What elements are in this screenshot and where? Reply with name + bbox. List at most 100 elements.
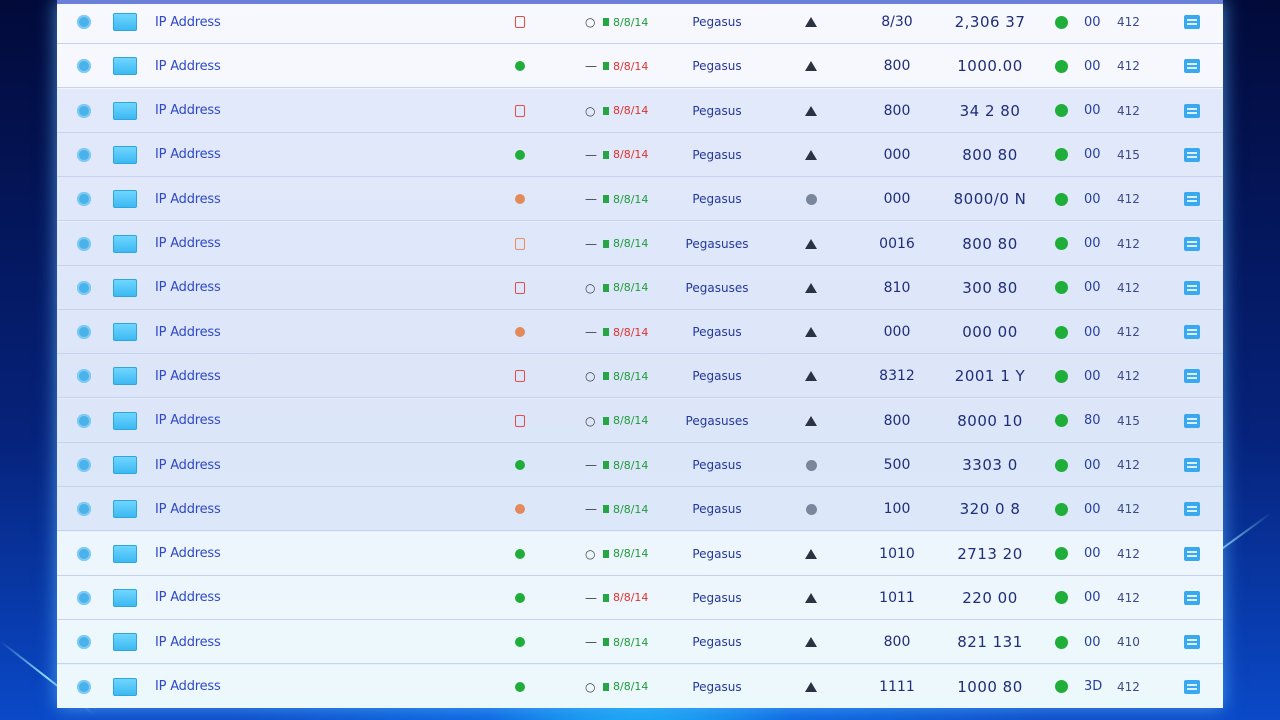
mode-glyph: —: [585, 502, 597, 517]
mode-value: 8/8/14: [613, 192, 649, 206]
row-select-radio[interactable]: [76, 443, 92, 487]
table-row[interactable]: IP Address — 8/8/14 Pegasus 000 800 80 00 415: [57, 132, 1223, 177]
row-name[interactable]: IP Address: [155, 324, 221, 340]
table-row[interactable]: IP Address ○ 8/8/14 Pegasus 8/30 2,306 37 00 41…: [57, 0, 1223, 44]
table-row[interactable]: IP Address ○ 8/8/14 Pegasus 8312 2001 1 Y 00 41…: [57, 354, 1223, 399]
row-name[interactable]: IP Address: [155, 546, 221, 562]
table-row[interactable]: IP Address — 8/8/14 Pegasus 800 1000.00 00 412: [57, 44, 1223, 89]
row-select-radio[interactable]: [76, 44, 92, 88]
table-row[interactable]: IP Address ○ 8/8/14 Pegasus 1111 1000 80 3D 412: [57, 664, 1223, 709]
mode-square-icon: [603, 461, 609, 469]
table-row[interactable]: IP Address — 8/8/14 Pegasus 500 3303 0 00 412: [57, 443, 1223, 487]
row-number-1: 100: [883, 501, 911, 518]
row-menu-button[interactable]: [1183, 222, 1201, 266]
row-name[interactable]: IP Address: [155, 634, 221, 650]
row-type: Pegasus: [692, 502, 742, 517]
mode-value: 8/8/14: [613, 325, 649, 339]
radio-icon: [77, 679, 91, 694]
row-select-radio[interactable]: [76, 399, 92, 443]
row-name[interactable]: IP Address: [155, 191, 221, 207]
table-row[interactable]: IP Address — 8/8/14 Pegasuses 0016 800 80 00 41…: [57, 221, 1223, 266]
row-name[interactable]: IP Address: [155, 501, 221, 517]
table-row[interactable]: IP Address — 8/8/14 Pegasus 000 8000/0 N 00 412: [57, 177, 1223, 222]
row-number-2: 3303 0: [962, 456, 1018, 474]
row-name[interactable]: IP Address: [155, 280, 221, 296]
row-menu-button[interactable]: [1183, 532, 1201, 576]
row-state: [513, 89, 527, 133]
table-row[interactable]: IP Address — 8/8/14 Pegasus 800 821 131 00 410: [57, 620, 1223, 665]
row-name[interactable]: IP Address: [155, 236, 221, 251]
row-name[interactable]: IP Address: [155, 368, 221, 384]
status-dot-icon: [515, 592, 525, 603]
list-menu-icon: [1184, 15, 1200, 29]
row-number-2: 000 00: [962, 323, 1018, 342]
row-menu-button[interactable]: [1183, 310, 1201, 354]
mode-square-icon: [603, 416, 609, 425]
row-select-radio[interactable]: [76, 89, 92, 133]
radio-icon: [77, 147, 91, 162]
table-row[interactable]: IP Address ○ 8/8/14 Pegasuses 800 8000 10 80 41…: [57, 398, 1223, 443]
row-name[interactable]: IP Address: [155, 457, 221, 473]
mode-value: 8/8/14: [613, 281, 649, 295]
radio-icon: [77, 413, 91, 428]
mode-square-icon: [603, 682, 609, 691]
row-menu-button[interactable]: [1183, 0, 1201, 44]
row-select-radio[interactable]: [76, 0, 92, 44]
row-state: [513, 354, 527, 398]
table-row[interactable]: IP Address — 8/8/14 Pegasus 000 000 00 00 412: [57, 310, 1223, 355]
row-menu-button[interactable]: [1183, 576, 1201, 620]
row-menu-button[interactable]: [1183, 89, 1201, 133]
row-status: [1054, 665, 1068, 709]
row-name[interactable]: IP Address: [155, 679, 221, 694]
row-name[interactable]: IP Address: [155, 590, 221, 606]
row-menu-button[interactable]: [1183, 133, 1201, 177]
table-row[interactable]: IP Address — 8/8/14 Pegasus 100 320 0 8 00 412: [57, 487, 1223, 532]
row-name[interactable]: IP Address: [155, 147, 221, 163]
row-menu-button[interactable]: [1183, 620, 1201, 664]
row-status: [1054, 576, 1068, 620]
row-menu-button[interactable]: [1183, 399, 1201, 443]
row-menu-button[interactable]: [1183, 487, 1201, 531]
table-row[interactable]: IP Address ○ 8/8/14 Pegasus 800 34 2 80 00 412: [57, 88, 1223, 133]
row-menu-button[interactable]: [1183, 44, 1201, 88]
row-select-radio[interactable]: [76, 266, 92, 310]
row-select-radio[interactable]: [76, 133, 92, 177]
row-menu-button[interactable]: [1183, 665, 1201, 709]
row-number-2: 2,306 37: [954, 13, 1026, 31]
row-type: Pegasus: [692, 15, 742, 29]
row-menu-button[interactable]: [1183, 354, 1201, 398]
row-select-radio[interactable]: [76, 310, 92, 354]
row-status: [1054, 487, 1068, 531]
row-code-1: 00: [1084, 147, 1101, 163]
row-name[interactable]: IP Address: [155, 14, 221, 30]
status-dot-icon: [515, 637, 525, 648]
row-select-radio[interactable]: [76, 487, 92, 531]
triangle-up-icon: [805, 548, 817, 559]
row-trend: [804, 399, 818, 443]
table-row[interactable]: IP Address ○ 8/8/14 Pegasuses 810 300 80 00 412: [57, 265, 1223, 310]
table-row[interactable]: IP Address — 8/8/14 Pegasus 1011 220 00 00 412: [57, 575, 1223, 620]
row-menu-button[interactable]: [1183, 266, 1201, 310]
table-row[interactable]: IP Address ○ 8/8/14 Pegasus 1010 2713 20 00 412: [57, 531, 1223, 576]
row-code-2: 412: [1117, 502, 1140, 517]
row-menu-button[interactable]: [1183, 443, 1201, 487]
row-select-radio[interactable]: [76, 177, 92, 221]
row-select-radio[interactable]: [76, 532, 92, 576]
row-menu-button[interactable]: [1183, 177, 1201, 221]
row-select-radio[interactable]: [76, 665, 92, 709]
status-online-icon: [1054, 281, 1068, 295]
row-status: [1054, 399, 1068, 443]
row-mode: ○ 8/8/14: [585, 665, 648, 709]
row-select-radio[interactable]: [76, 222, 92, 266]
mode-square-icon: [603, 593, 609, 602]
list-menu-icon: [1184, 369, 1200, 384]
row-name[interactable]: IP Address: [155, 413, 221, 429]
row-select-radio[interactable]: [76, 354, 92, 398]
row-code-1: 00: [1084, 103, 1101, 119]
row-name[interactable]: IP Address: [155, 103, 221, 119]
row-select-radio[interactable]: [76, 620, 92, 664]
row-status: [1054, 354, 1068, 398]
row-type: Pegasus: [692, 590, 742, 605]
row-select-radio[interactable]: [76, 576, 92, 620]
row-name[interactable]: IP Address: [155, 58, 221, 74]
